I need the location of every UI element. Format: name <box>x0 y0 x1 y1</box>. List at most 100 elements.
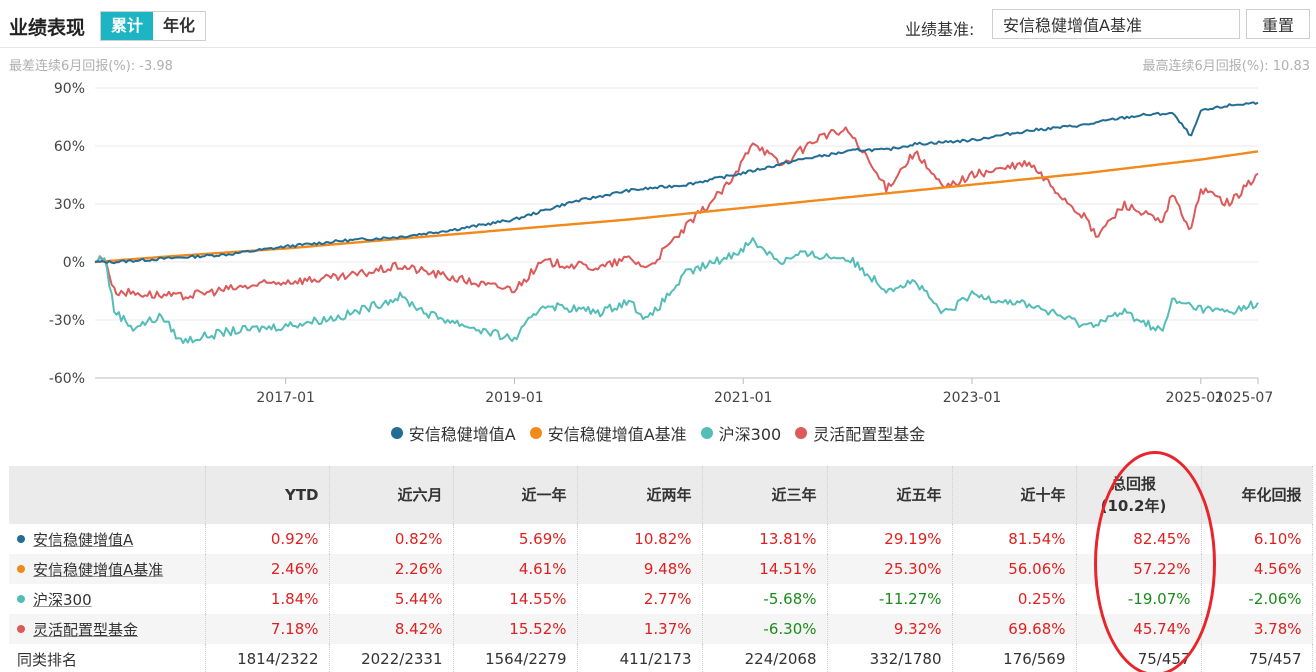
value-cell: 9.48% <box>577 554 703 584</box>
tab-annualized[interactable]: 年化 <box>153 12 206 40</box>
x-tick-label: 2025-01 <box>1166 390 1225 406</box>
value-cell: 0.92% <box>205 524 330 554</box>
value-cell: -19.07% <box>1076 584 1202 614</box>
legend-label: 安信稳健增值A基准 <box>547 425 687 444</box>
benchmark-label: 业绩基准: <box>905 20 975 39</box>
table-header-row: YTD 近六月 近一年 近两年 近三年 近五年 近十年 总回报 (10.2年) 年化回报 <box>9 466 1313 524</box>
value-cell: 8.42% <box>329 614 454 644</box>
chart-legend: 安信稳健增值A 安信稳健增值A基准 沪深300 灵活配置型基金 <box>0 421 1316 445</box>
value-cell: 69.68% <box>952 614 1077 644</box>
x-tick-label: 2017-01 <box>256 390 315 406</box>
row-name[interactable]: 安信稳健增值A基准 <box>33 560 164 579</box>
value-cell: 411/2173 <box>577 644 703 672</box>
benchmark-input[interactable] <box>992 9 1240 39</box>
return-mode-toggle: 累计 年化 <box>100 11 207 41</box>
y-tick-label: 0% <box>63 255 85 271</box>
column-header: 总回报 (10.2年) <box>1076 466 1202 524</box>
performance-chart: -60% -30% 0% 30% 60% 90% 2017-01 2019-01 2021-01… <box>49 81 1274 406</box>
series-line-hs300 <box>94 237 1259 345</box>
column-header: YTD <box>205 466 330 524</box>
value-cell: 0.25% <box>952 584 1077 614</box>
value-cell: 45.74% <box>1076 614 1202 644</box>
x-tick-label: 2021-01 <box>714 390 773 406</box>
legend-label: 沪深300 <box>718 425 782 444</box>
x-tick-label: 2019-01 <box>485 390 544 406</box>
series-line-benchmark <box>94 150 1259 264</box>
legend-label: 安信稳健增值A <box>408 425 516 444</box>
x-tick-label: 2025-07 <box>1215 390 1274 406</box>
row-name[interactable]: 沪深300 <box>33 590 92 609</box>
value-cell: -6.30% <box>702 614 828 644</box>
row-dot-icon <box>17 595 25 603</box>
table-row: 同类排名 1814/2322 2022/2331 1564/2279 411/2173 2… <box>9 644 1313 672</box>
row-name[interactable]: 灵活配置型基金 <box>33 620 139 639</box>
value-cell: 176/569 <box>952 644 1077 672</box>
column-header-line: 总回报 <box>1110 475 1156 493</box>
row-dot-icon <box>17 535 25 543</box>
legend-item-hs300[interactable]: 沪深300 <box>700 421 782 445</box>
legend-dot-icon <box>529 427 542 439</box>
value-cell: 6.10% <box>1201 524 1313 554</box>
column-header <box>9 466 206 524</box>
value-cell: 2.77% <box>577 584 703 614</box>
row-dot-icon <box>17 565 25 573</box>
best-6m-return: 最高连续6月回报(%): 10.83 <box>1142 59 1311 74</box>
value-cell: 56.06% <box>952 554 1077 584</box>
value-cell: 4.56% <box>1201 554 1313 584</box>
series-line-category <box>95 126 1259 301</box>
value-cell: 2.26% <box>329 554 454 584</box>
value-cell: 10.82% <box>577 524 703 554</box>
legend-label: 灵活配置型基金 <box>813 425 926 444</box>
row-name-cell[interactable]: 安信稳健增值A <box>9 524 206 554</box>
y-tick-label: -60% <box>49 371 85 387</box>
value-cell: 2.46% <box>205 554 330 584</box>
value-cell: 5.69% <box>453 524 578 554</box>
value-cell: 1.84% <box>205 584 330 614</box>
value-cell: 1.37% <box>577 614 703 644</box>
header-bar: 业绩表现 累计 年化 业绩基准: 重置 <box>0 0 1316 48</box>
legend-item-fund[interactable]: 安信稳健增值A <box>390 421 516 445</box>
row-name-cell[interactable]: 沪深300 <box>9 584 206 614</box>
column-header: 年化回报 <box>1201 466 1313 524</box>
column-header: 近三年 <box>702 466 828 524</box>
y-tick-label: 90% <box>54 81 85 97</box>
value-cell: 224/2068 <box>702 644 828 672</box>
value-cell: 332/1780 <box>827 644 953 672</box>
row-name-cell[interactable]: 灵活配置型基金 <box>9 614 206 644</box>
column-header: 近五年 <box>827 466 953 524</box>
row-name[interactable]: 安信稳健增值A <box>33 530 134 549</box>
value-cell: 15.52% <box>453 614 578 644</box>
value-cell: 7.18% <box>205 614 330 644</box>
value-cell: 75/457 <box>1201 644 1313 672</box>
value-cell: 29.19% <box>827 524 953 554</box>
value-cell: 2022/2331 <box>329 644 454 672</box>
legend-item-benchmark[interactable]: 安信稳健增值A基准 <box>529 421 687 445</box>
value-cell: 9.32% <box>827 614 953 644</box>
page-title: 业绩表现 <box>9 17 86 39</box>
value-cell: 82.45% <box>1076 524 1202 554</box>
row-name-cell: 同类排名 <box>9 644 206 672</box>
y-tick-label: 30% <box>54 197 85 213</box>
row-dot-icon <box>17 625 25 633</box>
worst-6m-return: 最差连续6月回报(%): -3.98 <box>9 59 173 74</box>
value-cell: 14.55% <box>453 584 578 614</box>
tab-cumulative[interactable]: 累计 <box>101 12 154 40</box>
legend-item-category[interactable]: 灵活配置型基金 <box>795 421 925 445</box>
legend-dot-icon <box>390 427 403 439</box>
value-cell: 3.78% <box>1201 614 1313 644</box>
value-cell: 57.22% <box>1076 554 1202 584</box>
column-header: 近十年 <box>952 466 1077 524</box>
value-cell: -2.06% <box>1201 584 1313 614</box>
column-header: 近六月 <box>329 466 454 524</box>
x-tick-label: 2023-01 <box>943 390 1002 406</box>
legend-dot-icon <box>795 427 808 439</box>
value-cell: 14.51% <box>702 554 828 584</box>
y-tick-label: -30% <box>49 313 85 329</box>
column-header: 近两年 <box>577 466 703 524</box>
series-line-fund <box>94 101 1259 265</box>
reset-button[interactable]: 重置 <box>1246 9 1310 39</box>
column-header-line: (10.2年) <box>1100 497 1167 515</box>
row-name-cell[interactable]: 安信稳健增值A基准 <box>9 554 206 584</box>
value-cell: 5.44% <box>329 584 454 614</box>
value-cell: 81.54% <box>952 524 1077 554</box>
